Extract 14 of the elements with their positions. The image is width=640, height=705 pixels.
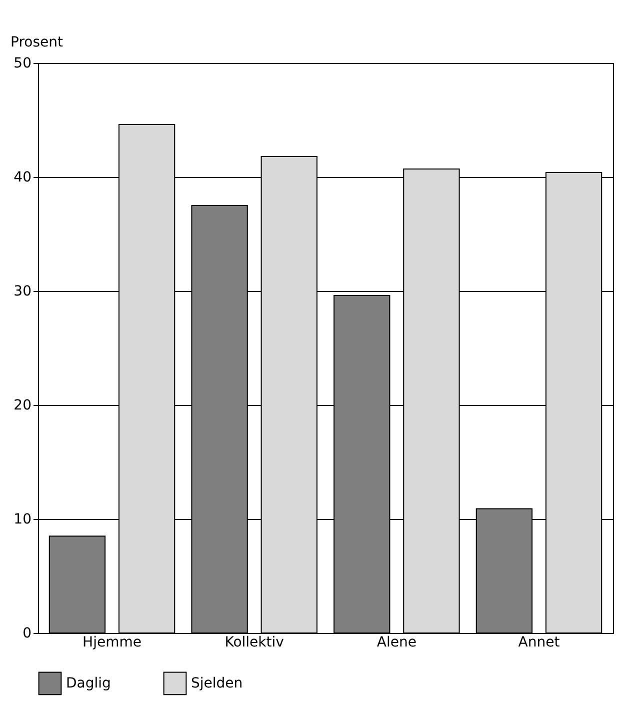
y-tick-label: 50 <box>14 56 32 72</box>
y-axis-title: Prosent <box>10 34 64 50</box>
y-tick-label: 0 <box>22 626 32 642</box>
x-tick-label: Kollektiv <box>224 634 284 650</box>
y-tick-label: 30 <box>14 284 32 300</box>
x-tick-label: Annet <box>518 634 560 650</box>
x-tick-label: Alene <box>376 634 416 650</box>
y-tick-label: 10 <box>14 512 32 528</box>
bar <box>48 536 106 634</box>
legend-label: Sjelden <box>191 675 243 692</box>
y-tick-label: 40 <box>14 170 32 186</box>
y-tick-label: 20 <box>14 398 32 414</box>
x-tick-label: Hjemme <box>82 634 142 650</box>
legend-label: Daglig <box>66 675 111 692</box>
